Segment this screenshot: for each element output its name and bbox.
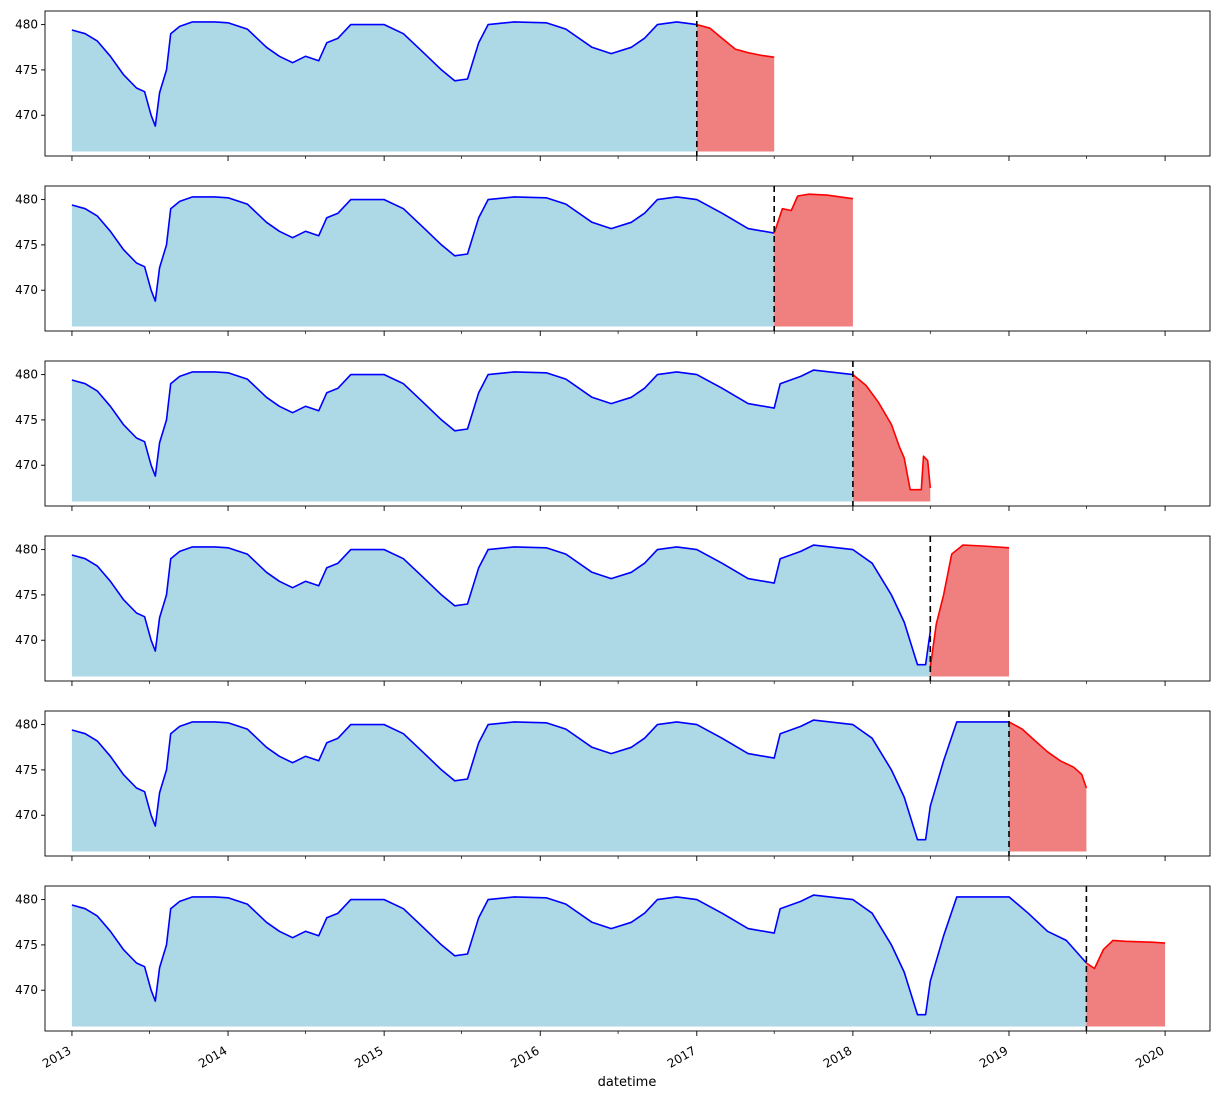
- history-line: [71, 544, 932, 666]
- history-line: [71, 21, 697, 127]
- x-tick-label: 2018: [821, 1043, 854, 1070]
- history-area: [71, 720, 1009, 852]
- axes-frame: [44, 10, 1211, 157]
- x-tick-label: 2019: [977, 1043, 1010, 1070]
- y-tick-label: 475: [15, 238, 38, 252]
- forecast-area: [1009, 721, 1087, 852]
- history-line: [71, 196, 775, 302]
- history-line: [71, 719, 1009, 841]
- y-tick-label: 480: [15, 368, 38, 382]
- forecast-area: [852, 374, 931, 502]
- history-area: [71, 21, 697, 152]
- x-tick-label: 2017: [665, 1043, 698, 1070]
- y-tick-label: 475: [15, 763, 38, 777]
- forecast-line: [929, 544, 1010, 668]
- forecast-line: [1085, 939, 1166, 970]
- axes-frame: [44, 885, 1211, 1032]
- x-tick-label: 2020: [1133, 1043, 1166, 1070]
- history-line: [71, 894, 1087, 1016]
- y-tick-label: 470: [15, 808, 38, 822]
- subplot-6: 470 475 480 2013 2014 2015 2016 2017 2018 2019 202…: [15, 885, 1211, 1071]
- y-tick-label: 480: [15, 18, 38, 32]
- subplot-1: 470 475 480: [15, 10, 1211, 161]
- subplot-2: 470 475 480: [15, 185, 1211, 336]
- history-area: [71, 370, 853, 502]
- history-area: [71, 545, 931, 677]
- history-area: [71, 196, 775, 327]
- y-tick-label: 480: [15, 718, 38, 732]
- history-area: [71, 895, 1087, 1027]
- subplot-5: 470 475 480: [15, 710, 1211, 861]
- forecast-line: [852, 373, 932, 491]
- y-tick-label: 470: [15, 458, 38, 472]
- y-tick-label: 470: [15, 108, 38, 122]
- axes-frame: [44, 360, 1211, 507]
- y-tick-label: 480: [15, 193, 38, 207]
- subplot-4: 470 475 480: [15, 535, 1211, 686]
- x-axis-label: datetime: [598, 1075, 657, 1090]
- forecast-area: [930, 545, 1009, 677]
- x-tick-label: 2013: [40, 1043, 73, 1070]
- y-tick-label: 480: [15, 893, 38, 907]
- axes-frame: [44, 710, 1211, 857]
- forecast-area: [1086, 940, 1166, 1027]
- axes-frame: [44, 185, 1211, 332]
- history-line: [71, 369, 853, 477]
- y-tick-label: 475: [15, 63, 38, 77]
- y-tick-label: 470: [15, 283, 38, 297]
- y-tick-label: 475: [15, 938, 38, 952]
- x-tick-label: 2014: [196, 1043, 229, 1070]
- forecast-line: [773, 193, 854, 234]
- subplot-3: 470 475 480: [15, 360, 1211, 511]
- forecast-area: [774, 194, 853, 327]
- subplot-stack: 4704754804704754804704754804704754804704…: [15, 10, 1211, 1071]
- y-tick-label: 475: [15, 588, 38, 602]
- y-tick-label: 475: [15, 413, 38, 427]
- x-tick-label: 2015: [352, 1043, 385, 1070]
- forecast-area: [696, 24, 775, 152]
- forecast-line: [696, 23, 775, 58]
- axes-frame: [44, 535, 1211, 682]
- x-tick-label: 2016: [508, 1043, 541, 1070]
- y-tick-label: 480: [15, 543, 38, 557]
- y-tick-label: 470: [15, 983, 38, 997]
- y-tick-label: 470: [15, 633, 38, 647]
- forecast-line: [1008, 721, 1088, 789]
